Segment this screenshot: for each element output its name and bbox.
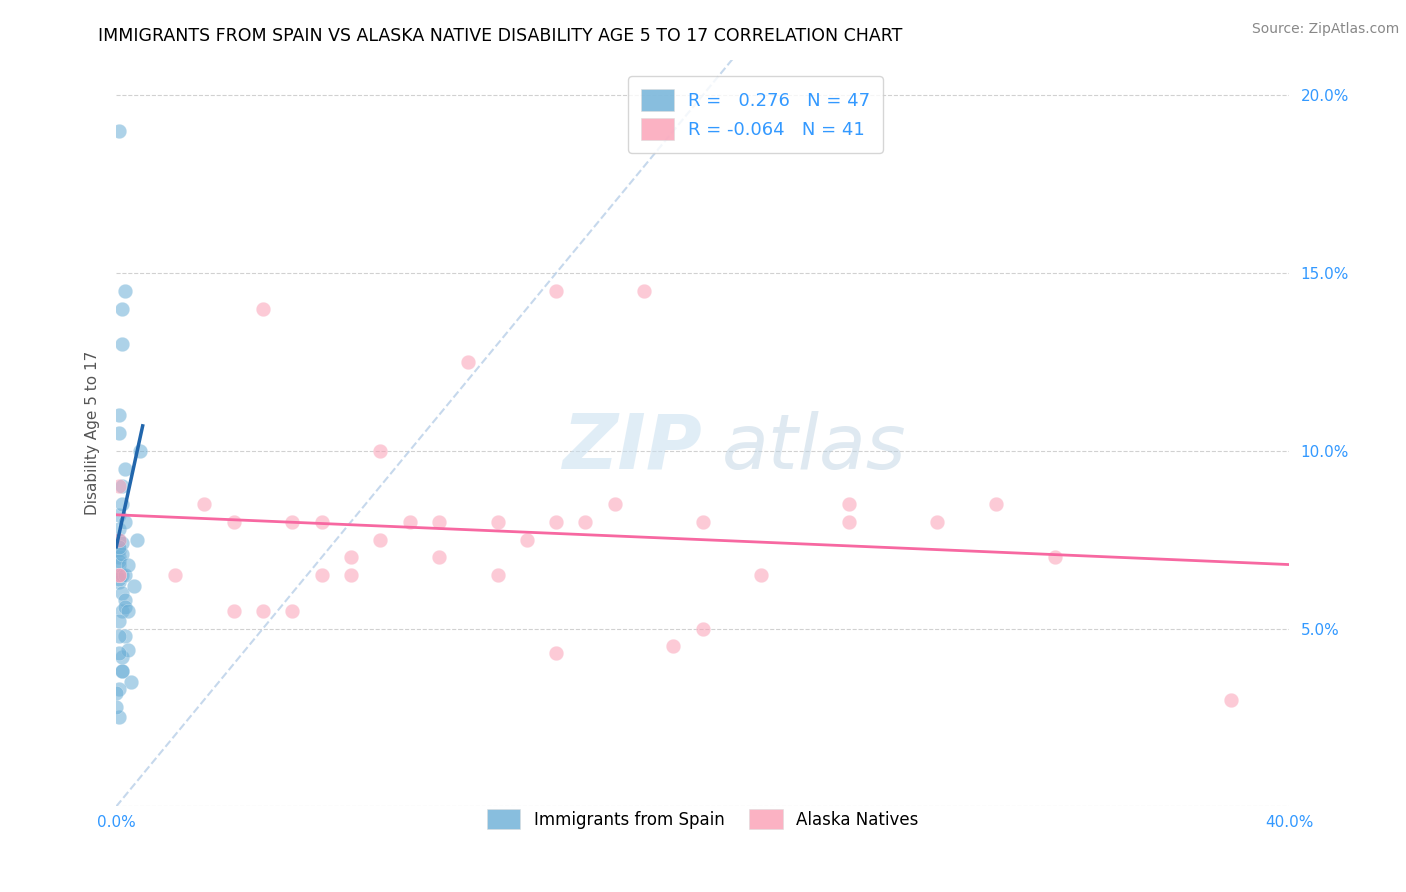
Point: [222, 515, 245, 529]
Point: [340, 568, 363, 582]
Point: [546, 515, 568, 529]
Point: [114, 600, 136, 615]
Point: [125, 533, 148, 547]
Point: [105, 568, 128, 582]
Point: [108, 575, 131, 590]
Point: [516, 533, 538, 547]
Point: [427, 515, 450, 529]
Point: [108, 540, 131, 554]
Point: [108, 543, 131, 558]
Point: [108, 615, 131, 629]
Point: [574, 515, 596, 529]
Point: [117, 558, 139, 572]
Point: [114, 568, 136, 582]
Point: [108, 710, 131, 724]
Point: [114, 515, 136, 529]
Point: [108, 647, 131, 661]
Point: [111, 497, 134, 511]
Point: [117, 604, 139, 618]
Point: [108, 533, 131, 547]
Point: [108, 508, 131, 522]
Point: [927, 515, 949, 529]
Point: [1219, 692, 1241, 706]
Point: [984, 497, 1007, 511]
Point: [108, 425, 131, 440]
Point: [108, 522, 131, 536]
Point: [114, 593, 136, 607]
Point: [486, 568, 509, 582]
Point: [111, 604, 134, 618]
Point: [111, 536, 134, 550]
Point: [398, 515, 420, 529]
Point: [692, 515, 714, 529]
Point: [114, 629, 136, 643]
Point: [111, 337, 134, 351]
Point: [163, 568, 186, 582]
Point: [108, 681, 131, 696]
Point: [633, 284, 655, 298]
Point: [368, 443, 391, 458]
Point: [252, 301, 274, 316]
Legend: Immigrants from Spain, Alaska Natives: Immigrants from Spain, Alaska Natives: [481, 803, 925, 836]
Text: Source: ZipAtlas.com: Source: ZipAtlas.com: [1251, 22, 1399, 37]
Point: [427, 550, 450, 565]
Point: [114, 461, 136, 475]
Point: [311, 568, 333, 582]
Text: ZIP: ZIP: [562, 411, 702, 485]
Point: [108, 568, 131, 582]
Point: [108, 572, 131, 586]
Point: [111, 301, 134, 316]
Point: [122, 579, 145, 593]
Point: [340, 550, 363, 565]
Point: [108, 629, 131, 643]
Point: [117, 643, 139, 657]
Point: [111, 665, 134, 679]
Point: [114, 284, 136, 298]
Point: [603, 497, 626, 511]
Point: [105, 685, 128, 699]
Point: [128, 443, 150, 458]
Point: [108, 554, 131, 568]
Point: [486, 515, 509, 529]
Point: [1043, 550, 1066, 565]
Point: [692, 622, 714, 636]
Point: [838, 497, 860, 511]
Point: [111, 586, 134, 600]
Point: [838, 515, 860, 529]
Point: [108, 479, 131, 493]
Point: [311, 515, 333, 529]
Point: [281, 604, 304, 618]
Point: [281, 515, 304, 529]
Point: [120, 674, 142, 689]
Point: [111, 650, 134, 665]
Point: [108, 568, 131, 582]
Point: [546, 647, 568, 661]
Point: [108, 558, 131, 572]
Point: [108, 533, 131, 547]
Point: [751, 568, 773, 582]
Text: atlas: atlas: [723, 411, 907, 485]
Point: [546, 284, 568, 298]
Point: [457, 355, 479, 369]
Point: [252, 604, 274, 618]
Point: [111, 547, 134, 561]
Point: [111, 568, 134, 582]
Point: [222, 604, 245, 618]
Point: [193, 497, 215, 511]
Text: IMMIGRANTS FROM SPAIN VS ALASKA NATIVE DISABILITY AGE 5 TO 17 CORRELATION CHART: IMMIGRANTS FROM SPAIN VS ALASKA NATIVE D…: [98, 27, 903, 45]
Point: [105, 699, 128, 714]
Point: [368, 533, 391, 547]
Point: [108, 124, 131, 138]
Point: [111, 479, 134, 493]
Y-axis label: Disability Age 5 to 17: Disability Age 5 to 17: [86, 351, 100, 515]
Point: [662, 640, 685, 654]
Point: [108, 550, 131, 565]
Point: [111, 665, 134, 679]
Point: [108, 408, 131, 422]
